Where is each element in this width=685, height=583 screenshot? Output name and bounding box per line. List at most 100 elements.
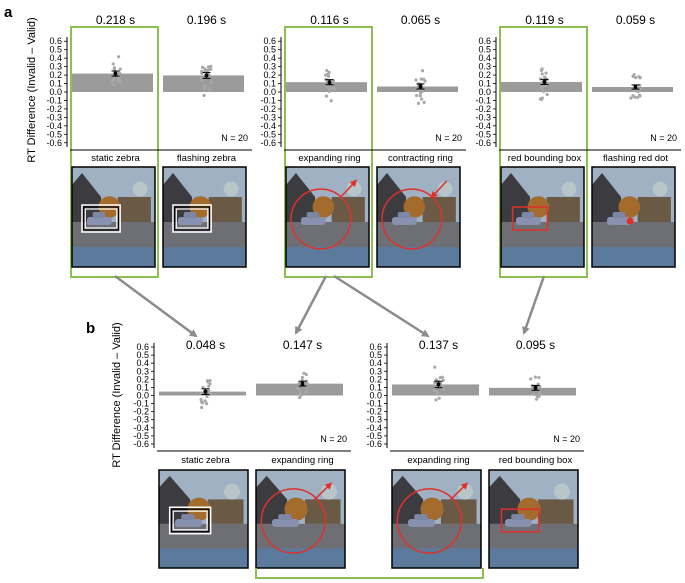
zebra-box-middle: [170, 508, 210, 533]
thumbnail-red-box: [500, 166, 585, 268]
data-point: [635, 95, 640, 100]
value-label: 0.065 s: [401, 13, 440, 27]
thumbnail-car: [300, 217, 326, 225]
y-tick-label: 0.1: [263, 79, 276, 89]
thumbnail-house: [392, 475, 424, 524]
data-point: [636, 90, 640, 94]
data-point: [432, 388, 437, 392]
value-label: 0.048 s: [186, 338, 225, 352]
value-label: 0.095 s: [516, 338, 555, 352]
data-point: [537, 375, 541, 380]
red-dot: [626, 217, 634, 225]
data-point: [110, 79, 114, 83]
data-point: [327, 70, 331, 74]
data-point: [414, 78, 418, 82]
data-point: [435, 390, 439, 394]
data-point: [416, 101, 421, 105]
data-point: [209, 64, 213, 68]
data-point: [208, 88, 212, 92]
thumbnail-border: [71, 166, 156, 268]
data-point: [545, 92, 549, 97]
data-point: [327, 89, 331, 93]
thumbnail-foreground: [256, 548, 345, 568]
y-tick-label: -0.3: [260, 112, 276, 122]
bar: [489, 387, 576, 396]
data-point: [200, 65, 205, 69]
data-point: [207, 384, 211, 388]
data-point: [437, 396, 441, 400]
y-tick-label: -0.4: [475, 121, 491, 131]
y-tick-label: 0.4: [478, 53, 491, 63]
data-point: [542, 75, 547, 79]
category-label: static zebra: [181, 455, 230, 466]
data-point: [203, 68, 207, 73]
thumbnail-house: [256, 475, 288, 524]
thumbnail-tree-bare: [437, 181, 453, 197]
mean-marker: [633, 85, 638, 89]
thumbnail-foreground: [159, 548, 248, 568]
y-tick-label: -0.1: [46, 95, 62, 105]
thumbnail-ring-out: [285, 166, 370, 268]
data-point: [112, 67, 117, 71]
thumbnail-car-roof: [278, 514, 292, 520]
category-label: flashing zebra: [177, 153, 237, 164]
mean-marker: [436, 382, 441, 387]
y-tick-label: -0.6: [260, 138, 276, 148]
y-tick-label: -0.2: [260, 104, 276, 114]
thumbnail-car-roof: [511, 514, 525, 520]
n-label: N = 20: [435, 133, 462, 143]
y-tick-label: 0.5: [263, 45, 276, 55]
thumbnail-ring-out: [255, 469, 346, 569]
data-point: [200, 400, 204, 404]
mean-marker: [327, 80, 332, 84]
category-label: static zebra: [91, 153, 140, 164]
thumbnail-zebra-box: [162, 166, 247, 268]
y-tick-label: -0.2: [133, 407, 149, 417]
y-tick-label: 0.1: [369, 382, 382, 392]
data-point: [326, 73, 330, 77]
data-point: [208, 378, 212, 383]
data-point: [209, 80, 213, 84]
thumbnail-zebra-box: [158, 469, 249, 569]
y-tick-label: -0.5: [260, 129, 276, 139]
thumbnail-houses-right: [637, 197, 671, 222]
thumbnail-tree-bare: [132, 181, 148, 197]
y-tick-label: 0.3: [478, 62, 491, 72]
mean-marker: [300, 381, 305, 386]
highlight-frame-expanding-ring: [284, 26, 373, 278]
thumbnail-car: [272, 519, 299, 527]
data-point: [298, 395, 302, 400]
thumbnail-car-roof: [92, 212, 106, 218]
y-tick-label: 0.0: [369, 391, 382, 401]
data-point: [323, 73, 328, 77]
data-point: [324, 94, 329, 98]
value-label: 0.147 s: [283, 338, 322, 352]
bar: [163, 75, 244, 92]
data-point: [440, 375, 444, 379]
chart-panel-a-3: -0.6-0.5-0.4-0.3-0.2-0.10.00.10.20.30.40…: [475, 13, 681, 164]
y-tick-label: 0.1: [478, 79, 491, 89]
data-point: [208, 382, 212, 386]
y-tick-label: 0.5: [49, 45, 62, 55]
y-tick-label: -0.6: [133, 439, 149, 449]
category-label: red bounding box: [508, 153, 582, 164]
y-tick-label: -0.4: [46, 121, 62, 131]
data-point: [207, 73, 211, 78]
data-point: [538, 392, 542, 396]
thumbnail-border: [591, 166, 676, 268]
thumbnail-house: [72, 173, 102, 222]
data-point: [112, 77, 116, 81]
thumbnail-car-roof: [414, 514, 428, 520]
thumbnail-car: [408, 519, 435, 527]
red-ring: [290, 188, 352, 250]
zebra-box-outer: [172, 204, 212, 233]
thumbnail-tree-bare: [223, 483, 240, 500]
y-tick-label: 0.1: [49, 79, 62, 89]
data-point: [530, 386, 534, 390]
value-label: 0.119 s: [525, 13, 563, 27]
thumbnail-foreground: [392, 548, 481, 568]
data-point: [539, 68, 544, 73]
thumbnail-tree-bare: [553, 483, 570, 500]
thumbnail-houses-right: [546, 197, 580, 222]
data-point: [540, 96, 544, 100]
